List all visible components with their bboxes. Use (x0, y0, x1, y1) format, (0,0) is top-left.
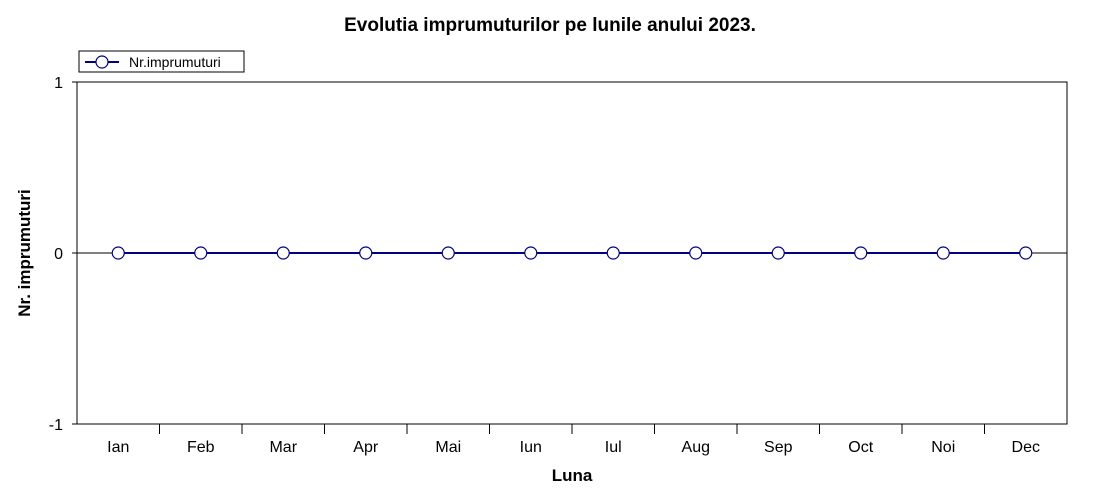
data-point (194, 246, 208, 260)
x-tick-label: Dec (1012, 439, 1040, 456)
y-tick-label: 1 (54, 75, 63, 92)
x-tick-label: Apr (353, 439, 379, 456)
data-point (111, 246, 125, 260)
x-tick-label: Noi (931, 439, 955, 456)
data-point (276, 246, 290, 260)
x-tick-label: Aug (682, 439, 710, 456)
x-tick-label: Ian (107, 439, 129, 456)
x-tick-label: Feb (187, 439, 215, 456)
legend: Nr.imprumuturi (78, 50, 245, 73)
x-axis-label: Luna (552, 466, 593, 485)
legend-label: Nr.imprumuturi (129, 54, 221, 70)
y-tick-label: 0 (54, 246, 63, 263)
chart-title: Evolutia imprumuturilor pe lunile anului… (344, 15, 756, 36)
data-point (1019, 246, 1033, 260)
data-point (606, 246, 620, 260)
x-tick-label: Oct (848, 439, 873, 456)
y-tick-label: -1 (49, 417, 63, 434)
x-tick-label: Mar (269, 439, 297, 456)
x-tick-label: Iun (520, 439, 542, 456)
series-layer (111, 246, 1033, 260)
legend-box (78, 50, 245, 73)
x-tick-label: Sep (764, 439, 793, 456)
x-axis: Ian Feb Mar Apr Mai Iun Iul Aug Sep Oct Noi Dec (107, 424, 1040, 456)
data-point (854, 246, 868, 260)
data-point (359, 246, 373, 260)
x-tick-label: Mai (435, 439, 461, 456)
data-point (689, 246, 703, 260)
data-point (524, 246, 538, 260)
legend-marker-swatch (95, 55, 109, 69)
x-tick-label: Iul (605, 439, 622, 456)
data-point (936, 246, 950, 260)
y-axis-label: Nr. imprumuturi (15, 189, 34, 317)
data-point (771, 246, 785, 260)
data-point (441, 246, 455, 260)
